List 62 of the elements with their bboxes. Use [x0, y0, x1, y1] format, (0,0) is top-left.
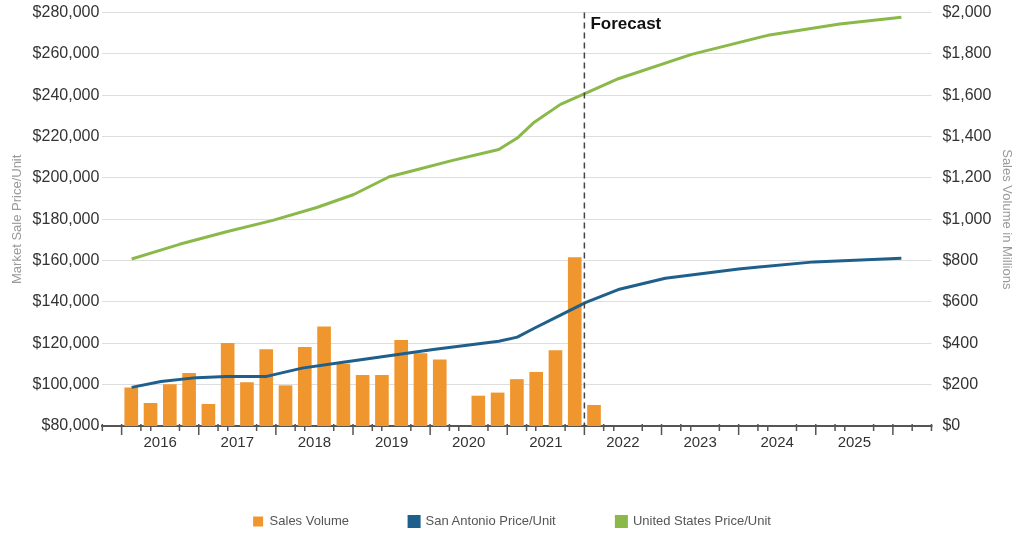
bar: [297, 347, 312, 426]
y-tick-label: $80,000: [41, 416, 100, 434]
bar: [162, 384, 177, 426]
x-tick-label: 2023: [683, 433, 717, 451]
y-tick-label: $100,000: [32, 375, 100, 393]
y2-tick-label: $800: [942, 251, 979, 269]
y-tick-label: $240,000: [32, 85, 100, 103]
y2-tick-label: $1,400: [942, 127, 992, 145]
y2-tick-label: $1,200: [942, 168, 992, 186]
y2-tick-label: $200: [942, 375, 979, 393]
y-axis-title: Market Sale Price/Unit: [9, 154, 25, 284]
bar: [548, 350, 563, 426]
bar: [201, 403, 216, 426]
y-tick-label: $160,000: [32, 251, 100, 269]
bar: [182, 372, 196, 426]
bar: [240, 382, 254, 426]
ref-line-label: Forecast: [590, 13, 662, 33]
bar: [259, 349, 274, 426]
x-tick-label: 2019: [374, 433, 409, 451]
legend-label: San Antonio Price/Unit: [425, 513, 557, 529]
bar: [143, 402, 158, 426]
x-tick-label: 2016: [143, 433, 177, 451]
bar: [471, 395, 486, 426]
y-tick-label: $180,000: [32, 209, 100, 227]
y2-tick-label: $0: [942, 416, 961, 434]
bar: [510, 379, 524, 426]
y-tick-label: $200,000: [32, 168, 100, 186]
y2-tick-label: $600: [942, 292, 979, 310]
y2-tick-label: $1,800: [942, 44, 992, 62]
bar: [413, 353, 428, 426]
legend-label: Sales Volume: [269, 513, 350, 529]
x-tick-label: 2025: [837, 433, 872, 451]
x-tick-label: 2018: [297, 433, 332, 451]
bar: [529, 371, 544, 426]
bar: [220, 342, 235, 426]
bar: [317, 326, 331, 426]
bar: [124, 387, 139, 426]
bar: [375, 375, 389, 426]
y-tick-label: $120,000: [32, 333, 100, 351]
y-tick-label: $260,000: [32, 44, 100, 62]
bar: [336, 363, 351, 426]
y-tick-label: $140,000: [32, 292, 100, 310]
x-tick-label: 2021: [529, 433, 563, 451]
y2-tick-label: $400: [942, 333, 979, 351]
bar: [432, 359, 447, 426]
bar: [394, 339, 409, 426]
y-tick-label: $220,000: [32, 127, 100, 145]
x-tick-label: 2017: [220, 433, 254, 451]
bar: [355, 375, 370, 426]
y2-tick-label: $1,000: [942, 209, 992, 227]
y2-tick-label: $1,600: [942, 85, 992, 103]
y-tick-label: $280,000: [32, 3, 100, 21]
x-tick-label: 2022: [606, 433, 640, 451]
y2-axis-title: Sales Volume in Millions: [999, 149, 1015, 290]
bar: [567, 257, 582, 426]
x-tick-label: 2020: [452, 433, 486, 451]
y2-tick-label: $2,000: [942, 3, 992, 21]
x-tick-label: 2024: [760, 433, 794, 451]
bar: [278, 385, 293, 426]
bar: [490, 392, 505, 426]
bar: [587, 405, 601, 426]
legend-label: United States Price/Unit: [632, 513, 772, 529]
